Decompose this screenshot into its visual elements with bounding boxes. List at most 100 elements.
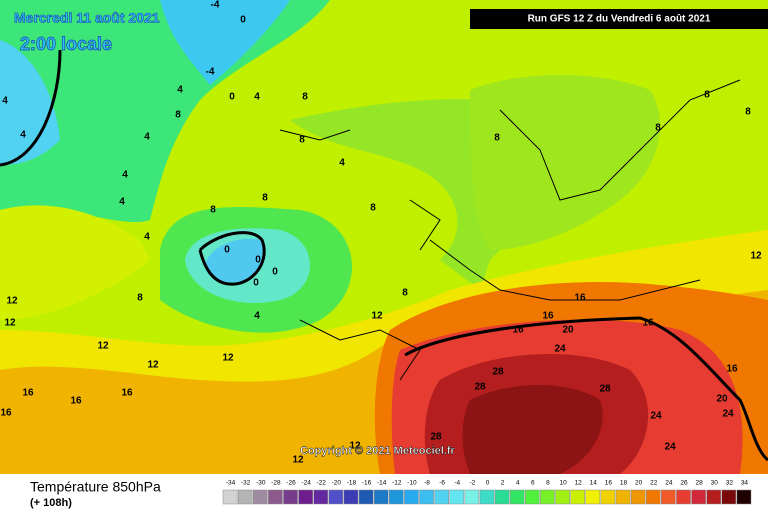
scale-label: 18 bbox=[620, 480, 628, 487]
scale-label: 20 bbox=[635, 480, 643, 487]
scale-swatch bbox=[494, 489, 510, 505]
scale-label: 0 bbox=[486, 480, 490, 487]
contour-label: 0 bbox=[224, 245, 230, 256]
contour-label: 16 bbox=[22, 388, 34, 399]
contour-label: 12 bbox=[349, 441, 361, 452]
scale-swatch bbox=[328, 489, 344, 505]
contour-label: -4 bbox=[211, 0, 220, 11]
copyright: Copyright © 2021 Meteociel.fr bbox=[300, 445, 456, 457]
scale-label: -18 bbox=[347, 480, 357, 487]
contour-label: 24 bbox=[664, 442, 676, 453]
contour-label: 8 bbox=[137, 293, 143, 304]
scale-swatch bbox=[449, 489, 465, 505]
contour-label: 8 bbox=[704, 90, 710, 101]
contour-label: 8 bbox=[175, 110, 181, 121]
scale-label: -8 bbox=[424, 480, 430, 487]
scale-label: 26 bbox=[680, 480, 688, 487]
scale-swatch bbox=[479, 489, 495, 505]
scale-swatch bbox=[237, 489, 253, 505]
scale-swatch bbox=[358, 489, 374, 505]
scale-label: -12 bbox=[392, 480, 402, 487]
scale-label: -34 bbox=[226, 480, 236, 487]
scale-swatch bbox=[343, 489, 359, 505]
contour-label: 4 bbox=[122, 170, 128, 181]
scale-label: 30 bbox=[711, 480, 719, 487]
scale-label: -2 bbox=[469, 480, 475, 487]
scale-label: 24 bbox=[665, 480, 673, 487]
contour-label: 0 bbox=[240, 15, 246, 26]
scale-swatch bbox=[419, 489, 434, 505]
scale-label: -22 bbox=[317, 480, 327, 487]
scale-label: -20 bbox=[332, 480, 342, 487]
contour-label: 28 bbox=[492, 367, 504, 378]
contour-label: 28 bbox=[430, 432, 442, 443]
contour-label: 24 bbox=[650, 411, 662, 422]
contour-labels: 0-4-40 4484444888488800004812121212121216… bbox=[0, 0, 762, 466]
contour-label: 8 bbox=[655, 123, 661, 134]
scale-label: 32 bbox=[726, 480, 734, 487]
contour-label: 8 bbox=[370, 203, 376, 214]
scale-label: -30 bbox=[256, 480, 266, 487]
scale-label: -14 bbox=[377, 480, 387, 487]
scale-label: 6 bbox=[531, 480, 535, 487]
map: 0-4-40 4484444888488800004812121212121216… bbox=[0, 0, 768, 474]
scale-swatch bbox=[283, 489, 298, 505]
contour-label: 16 bbox=[70, 396, 82, 407]
contour-label: 28 bbox=[599, 384, 611, 395]
contour-label: 16 bbox=[726, 364, 738, 375]
contour-label: 12 bbox=[4, 318, 16, 329]
scale-swatch bbox=[434, 489, 449, 505]
contour-label: 16 bbox=[121, 388, 133, 399]
contour-label: 4 bbox=[254, 311, 260, 322]
color-scale: -34 -32 -30 -28 -26 -24 -22 -20 -18 -16 -14 -12 -10-… bbox=[222, 480, 752, 505]
run-info: Run GFS 12 Z du Vendredi 6 août 2021 bbox=[528, 14, 711, 25]
scale-swatch bbox=[691, 489, 706, 505]
scale-label: -32 bbox=[241, 480, 251, 487]
scale-label: 2 bbox=[501, 480, 505, 487]
contour-label: 4 bbox=[20, 130, 26, 141]
contour-label: 4 bbox=[254, 92, 260, 103]
scale-label: -16 bbox=[362, 480, 372, 487]
contour-label: 16 bbox=[542, 311, 554, 322]
contour-label: 28 bbox=[474, 382, 486, 393]
scale-swatch bbox=[555, 489, 570, 505]
scale-swatch bbox=[585, 489, 601, 505]
scale-label: 22 bbox=[650, 480, 658, 487]
contour-label: 8 bbox=[262, 193, 268, 204]
scale-swatch bbox=[600, 489, 616, 505]
contour-label: 12 bbox=[222, 353, 234, 364]
contour-label: 8 bbox=[402, 288, 408, 299]
scale-label: 34 bbox=[741, 480, 749, 487]
contour-label: 8 bbox=[299, 135, 305, 146]
scale-swatch bbox=[268, 489, 283, 505]
scale-label: 28 bbox=[695, 480, 703, 487]
scale-label: 16 bbox=[605, 480, 613, 487]
scale-swatch bbox=[389, 489, 404, 505]
scale-label: -26 bbox=[286, 480, 296, 487]
contour-label: 12 bbox=[371, 311, 383, 322]
scale-label: -10 bbox=[407, 480, 417, 487]
contour-label: 8 bbox=[745, 107, 751, 118]
forecast-date: Mercredi 11 août 2021 bbox=[14, 10, 160, 26]
contour-label: 8 bbox=[210, 205, 216, 216]
scale-swatch bbox=[661, 489, 676, 505]
contour-label: 4 bbox=[144, 132, 150, 143]
contour-label: 16 bbox=[574, 293, 586, 304]
contour-label: 0 bbox=[255, 255, 261, 266]
scale-label: 12 bbox=[575, 480, 583, 487]
scale-swatch bbox=[676, 489, 691, 505]
scale-label: -6 bbox=[439, 480, 445, 487]
scale-swatch bbox=[464, 489, 480, 505]
contour-label: 4 bbox=[339, 158, 345, 169]
scale-swatch bbox=[313, 489, 329, 505]
contour-label: 8 bbox=[302, 92, 308, 103]
footer-title: Température 850hPa bbox=[30, 479, 161, 495]
scale-swatch bbox=[509, 489, 525, 505]
lead-time: (+ 108h) bbox=[30, 497, 72, 509]
scale-swatch bbox=[706, 489, 722, 505]
contour-label: 16 bbox=[512, 325, 524, 336]
scale-label: -24 bbox=[301, 480, 311, 487]
contour-label: 12 bbox=[147, 360, 159, 371]
contour-label: 24 bbox=[554, 344, 566, 355]
contour-label: -4 bbox=[206, 67, 215, 78]
